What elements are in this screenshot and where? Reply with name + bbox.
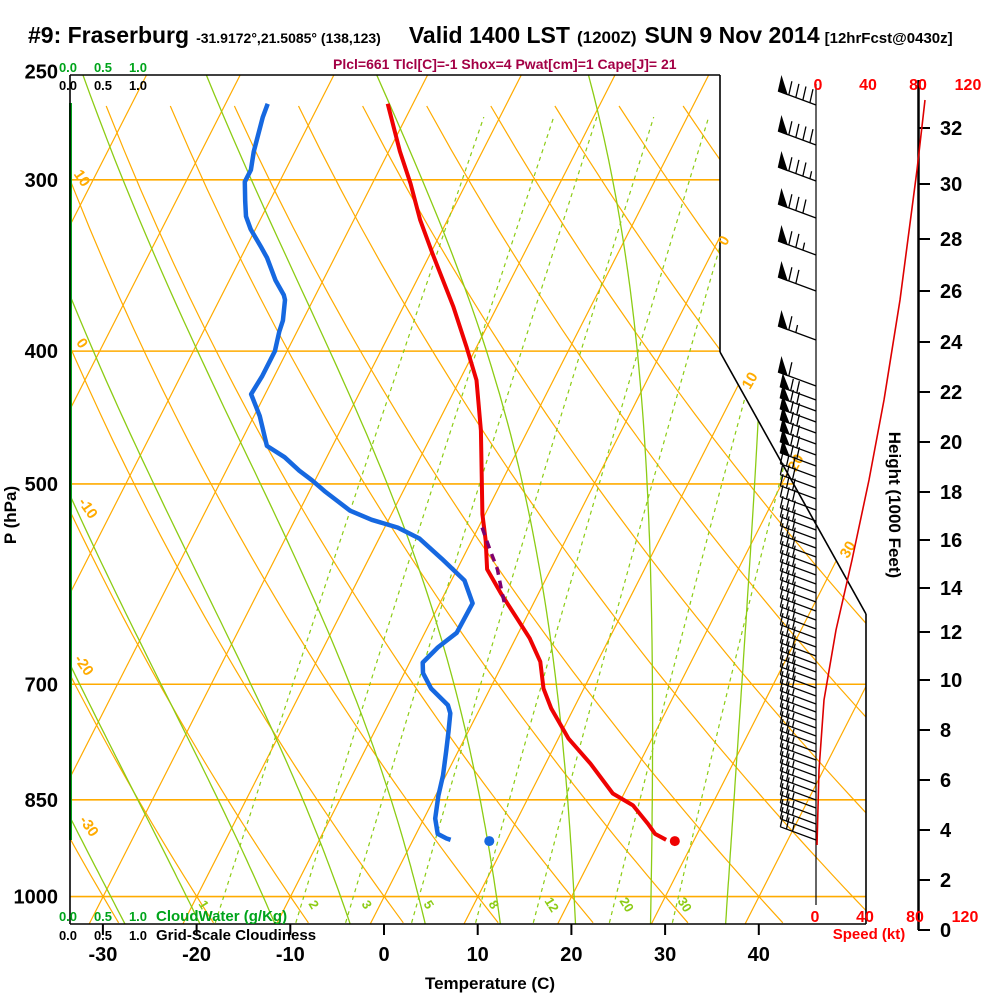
stability-params-line: Plcl=661 Tlcl[C]=-1 Shox=4 Pwat[cm]=1 Ca… [333, 56, 677, 72]
wind-barbs [777, 74, 817, 905]
adiabat-label: 0 [72, 335, 91, 352]
mixing-ratio-label: 30 [675, 895, 695, 915]
temperature-tick-label: 10 [467, 944, 489, 966]
speed-tick-top: 0 [814, 77, 823, 94]
height-tick-label: 26 [940, 281, 962, 303]
forecast-info: [12hrFcst@0430z] [824, 30, 953, 47]
speed-tick-bottom: 120 [952, 909, 979, 926]
temperature-tick-label: -20 [182, 944, 211, 966]
adiabat-label: -20 [71, 652, 97, 680]
pressure-tick-label: 500 [25, 474, 58, 496]
pressure-tick-label: 400 [25, 341, 58, 363]
temperature-tick-label: 20 [560, 944, 582, 966]
isotherm-label: 10 [739, 369, 762, 392]
sounding-curves [242, 103, 680, 847]
height-tick-label: 16 [940, 530, 962, 552]
speed-tick-top: 80 [909, 77, 927, 94]
height-tick-label: 2 [940, 870, 951, 892]
cloudwater-tick-bottom: 1.0 [129, 909, 147, 924]
pressure-axis-title: P (hPa) [1, 486, 20, 544]
temperature-axis-title: Temperature (C) [425, 974, 555, 993]
pressure-tick-label: 250 [25, 61, 58, 83]
speed-tick-bottom: 40 [856, 909, 874, 926]
temperature-tick-label: 30 [654, 944, 676, 966]
height-tick-label: 10 [940, 670, 962, 692]
cloudiness-tick-bottom: 0.5 [94, 928, 112, 943]
height-tick-label: 6 [940, 770, 951, 792]
adiabat-label: -10 [75, 495, 101, 523]
speed-tick-bottom: 80 [906, 909, 924, 926]
cloudiness-axis-title: Grid-Scale Cloudiness [156, 927, 316, 944]
cloudiness-tick-top: 0.5 [94, 78, 112, 93]
height-tick-label: 32 [940, 118, 962, 140]
cloudwater-tick-bottom: 0.0 [59, 909, 77, 924]
speed-axis-title: Speed (kt) [833, 926, 906, 943]
temperature-axis: -30 -20 -10 0 10 20 30 40 Temperature (C) [88, 924, 770, 993]
mixing-ratio-label: 3 [359, 898, 376, 912]
surface-temp-dot [669, 836, 680, 847]
height-tick-label: 12 [940, 622, 962, 644]
cloudwater-axis-title: CloudWater (g/Kg) [156, 908, 287, 925]
cloudiness-tick-top: 0.0 [59, 78, 77, 93]
parcel-curve [480, 527, 508, 608]
surface-dewpoint-dot [484, 836, 495, 847]
height-tick-label: 30 [940, 174, 962, 196]
valid-time: Valid 1400 LST [408, 22, 570, 48]
dewpoint-curve [242, 103, 475, 842]
isotherm-label: 0 [715, 233, 734, 249]
height-tick-label: 20 [940, 432, 962, 454]
station-coords: -31.9172°,21.5085° (138,123) [196, 30, 381, 46]
height-tick-label: 8 [940, 720, 951, 742]
skewt-grid [70, 75, 866, 924]
height-tick-label: 18 [940, 482, 962, 504]
cloudwater-tick-top: 0.5 [94, 60, 112, 75]
temperature-tick-label: -30 [88, 944, 117, 966]
mixing-ratio-label: 5 [421, 898, 438, 912]
valid-date: SUN 9 Nov 2014 [644, 22, 820, 48]
temperature-tick-label: 0 [378, 944, 389, 966]
speed-tick-top: 120 [955, 77, 982, 94]
isotherm-label: 30 [837, 538, 860, 561]
height-axis-title: Height (1000 Feet) [885, 432, 904, 578]
mixing-ratio-label: 12 [542, 895, 562, 915]
station-name: #9: Fraserburg [28, 22, 190, 48]
height-tick-label: 4 [940, 820, 952, 842]
chart-title: #9: Fraserburg -31.9172°,21.5085° (138,1… [28, 22, 953, 49]
temperature-tick-label: -10 [276, 944, 305, 966]
cloudwater-tick-top: 1.0 [129, 60, 147, 75]
temperature-curve [385, 103, 668, 842]
pressure-tick-label: 850 [25, 790, 58, 812]
plot-boundary [69, 74, 867, 925]
cloudiness-tick-top: 1.0 [129, 78, 147, 93]
mixing-ratio-label: 2 [306, 898, 323, 912]
height-tick-label: 0 [940, 920, 951, 942]
cloudiness-tick-bottom: 0.0 [59, 928, 77, 943]
cloud-scales: 0.0 0.0 0.5 0.5 1.0 1.0 0.0 0.0 0.5 0.5 1.0 1.0 Clou… [59, 60, 316, 944]
mixing-ratio-label: 20 [617, 895, 637, 915]
height-tick-label: 14 [940, 578, 963, 600]
speed-tick-bottom: 0 [811, 909, 820, 926]
cloudiness-tick-bottom: 1.0 [129, 928, 147, 943]
pressure-tick-label: 300 [25, 170, 58, 192]
pressure-tick-label: 700 [25, 674, 58, 696]
cloudwater-tick-bottom: 0.5 [94, 909, 112, 924]
height-profile-line [816, 99, 926, 846]
height-tick-label: 28 [940, 229, 962, 251]
pressure-axis: 250 300 400 500 700 850 1000 P (hPa) [1, 61, 58, 908]
speed-tick-top: 40 [859, 77, 877, 94]
zulu-time: (1200Z) [576, 28, 637, 47]
temperature-tick-label: 40 [748, 944, 770, 966]
adiabat-label: 10 [70, 167, 93, 190]
cloudwater-tick-top: 0.0 [59, 60, 77, 75]
height-tick-label: 24 [940, 332, 963, 354]
height-tick-label: 22 [940, 382, 962, 404]
pressure-tick-label: 1000 [14, 887, 59, 909]
